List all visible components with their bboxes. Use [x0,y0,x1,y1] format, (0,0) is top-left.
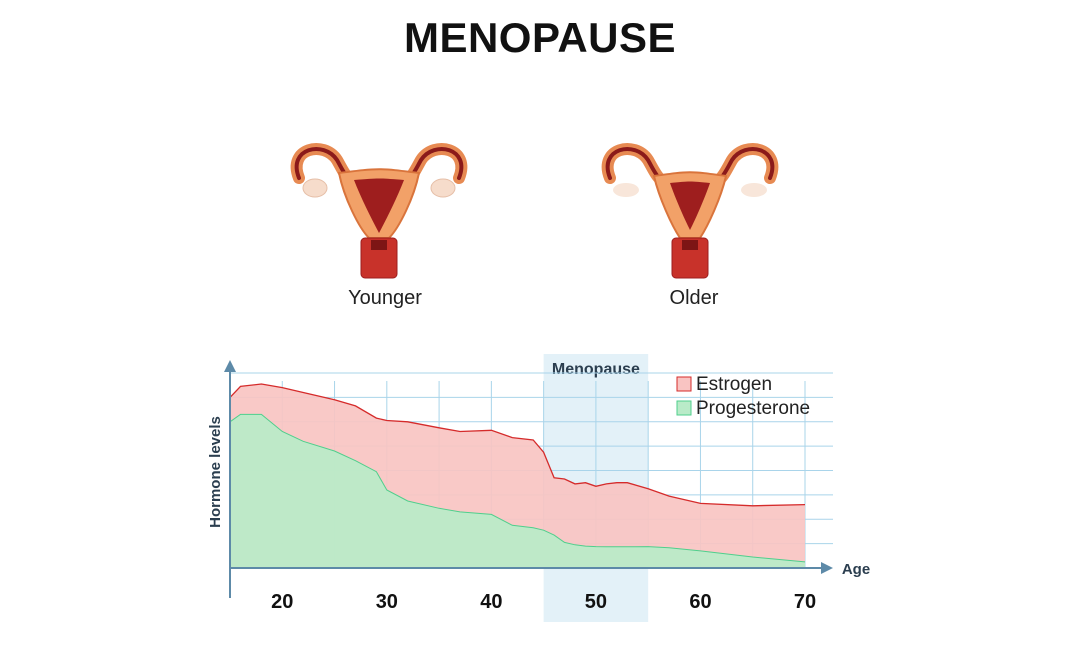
progesterone-line [229,413,806,563]
legend-swatch-progesterone [676,400,692,416]
y-axis-arrow [224,360,236,372]
menopause-band-label: Menopause [552,361,640,378]
page-title: MENOPAUSE [403,14,677,61]
uterus-younger-illustration [290,143,468,279]
younger-label: Younger [348,287,422,309]
x-axis-label: Age [842,561,870,578]
legend-label-progesterone: Progesterone [696,398,810,419]
legend-swatch-estrogen [676,376,692,392]
uterus-older-illustration [601,143,779,279]
older-label: Older [669,287,719,309]
legend-label-estrogen: Estrogen [696,374,772,395]
x-axis-arrow [821,562,833,574]
x-tick-label: 70 [794,591,816,613]
x-tick-label: 30 [376,591,398,613]
x-tick-label: 50 [585,591,607,613]
estrogen-line [229,383,806,507]
x-tick-label: 40 [480,591,502,613]
x-tick-label: 60 [689,591,711,613]
y-axis-label: Hormone levels [207,416,224,528]
progesterone-area [230,414,805,568]
x-tick-label: 20 [271,591,293,613]
